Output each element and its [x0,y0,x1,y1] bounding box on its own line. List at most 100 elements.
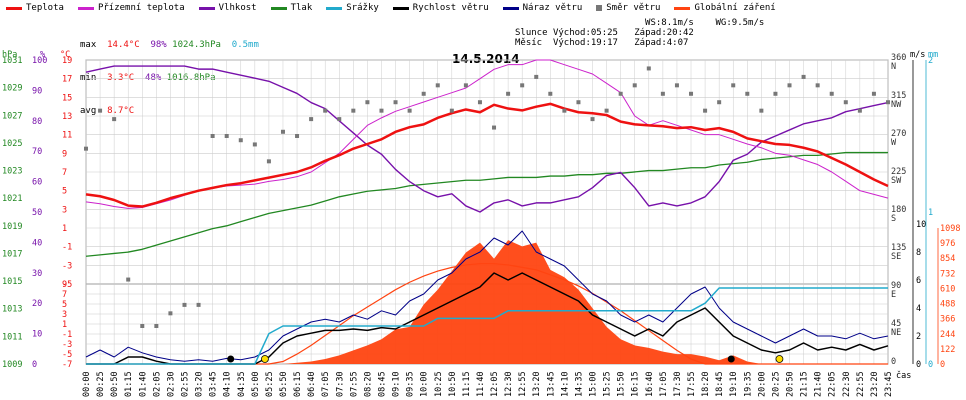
axis-tick-pct: 0 [32,360,37,370]
axis-tick-ms: 10 [916,220,926,230]
axis-tick-time: 17:55 [687,371,697,397]
axis-tick-dir: 135 [891,243,906,253]
axis-tick-pct: 20 [32,299,42,309]
axis-tick-time: 01:40 [138,371,148,397]
wind-dir-point [731,83,736,88]
axis-tick-hpa: 1021 [2,194,22,204]
axis-tick-rad: 488 [940,300,955,310]
sunrise-marker [261,355,269,363]
series-pressure [85,151,888,257]
wind-dir-point [801,74,806,79]
axis-tick-rad: 976 [940,239,955,249]
sun-times: Slunce Východ:05:25 Západ:20:42 [515,28,694,38]
axis-tick-rad: 854 [940,254,955,264]
axis-tick-pct: 50 [32,208,42,218]
axis-tick-temp: 9 [62,149,67,159]
axis-tick-time: 10:25 [434,371,444,397]
wind-dir-point [182,302,187,307]
stats-block: max 14.4°C 98% 1024.3hPa 0.5mm min 3.3°C… [80,18,259,128]
legend-label: Směr větru [606,3,661,13]
legend-swatch [502,6,519,10]
axis-tick-time: 22:05 [828,371,838,397]
axis-tick-time: 15:25 [603,371,613,397]
legend-label: Rychlost větru [412,3,489,13]
axis-tick-time: 09:35 [406,371,416,397]
wind-dir-point [266,159,271,164]
axis-tick-time: 19:10 [729,371,739,397]
axis-tick-pct: 90 [32,86,42,96]
axis-tick-hpa: 1011 [2,332,22,342]
wind-dir-point [126,277,131,282]
wind-dir-point [365,100,370,105]
axis-tick-rad: 122 [940,345,955,355]
legend-item: Srážky [326,3,379,13]
axis-tick-pct: 30 [32,269,42,279]
wind-dir-point [280,129,285,134]
moon-times: Měsíc Východ:19:17 Západ:4:07 [515,38,689,48]
axis-tick-time: 11:40 [476,371,486,397]
axis-tick-temp: 11 [62,131,72,141]
wind-dir-point [323,108,328,113]
axis-tick-temp-lower: 9 [62,280,67,290]
axis-tick-temp: -1 [62,243,72,253]
axis-tick-dir: 315 [891,91,906,101]
legend-item: Globální záření [674,3,776,13]
axis-tick-time: 01:15 [124,371,134,397]
axis-tick-time: 12:55 [518,371,528,397]
axis-tick-dir-name: N [891,62,896,72]
axis-tick-dir: 180 [891,205,906,215]
axis-tick-time: 22:55 [856,371,866,397]
wind-dir-point [421,91,426,96]
axis-tick-dir: 360 [891,53,906,63]
series-gust [85,230,889,362]
axis-tick-temp-lower: -7 [62,360,72,370]
legend-swatch [6,6,22,10]
axis-tick-pct: 100 [32,56,47,66]
legend-item: Přízemní teplota [77,3,185,13]
wind-dir-point [168,311,173,316]
axis-tick-time: 07:05 [321,371,331,397]
wind-dir-point [815,83,820,88]
axis-tick-time: 16:15 [631,371,641,397]
wind-dir-point [548,91,553,96]
axis-tick-temp-lower: 5 [62,300,67,310]
wind-dir-point [337,117,342,122]
legend-item: Teplota [6,3,64,13]
legend-swatch [270,6,287,10]
axis-tick-time: 14:10 [560,371,570,397]
moonrise-marker [727,355,735,363]
wind-dir-point [140,324,145,328]
axis-tick-time: 02:05 [152,371,162,397]
axis-tick-hpa: 1015 [2,277,22,287]
axis-tick-time: 03:20 [195,371,205,397]
axis-tick-time: 17:05 [659,371,669,397]
axis-tick-time: 06:15 [293,371,303,397]
wind-dir-point [84,146,88,151]
wind-dir-point [210,134,215,138]
wind-stats: WS:8.1m/s WG:9.5m/s [645,18,765,28]
axis-tick-temp-lower: 1 [62,320,67,330]
axis-tick-hpa: 1023 [2,167,22,177]
wind-dir-point [660,91,665,96]
axis-tick-hpa: 1013 [2,305,22,315]
axis-label-pct: % [40,50,45,60]
sunset-marker [775,355,784,363]
wind-dir-point [632,83,637,88]
axis-tick-mm: 2 [928,56,933,66]
axis-tick-dir: 270 [891,129,906,139]
axis-tick-time: 14:35 [574,371,584,397]
legend-label: Tlak [290,3,313,13]
legend-label: Globální záření [694,3,776,13]
axis-tick-time: 20:25 [771,371,781,397]
wind-dir-point [689,91,694,96]
axis-label-hpa: hPa [2,50,17,60]
axis-tick-ms: 0 [916,360,921,370]
axis-tick-pct: 60 [32,178,42,188]
axis-tick-temp-lower: -1 [62,330,72,340]
axis-tick-time: 06:40 [307,371,317,397]
wind-dir-point [393,100,398,105]
wind-dir-point [295,134,300,138]
axis-tick-temp-lower: -5 [62,350,72,360]
stats-min-row: min 3.3°C 48% 1016.8hPa [80,73,216,83]
